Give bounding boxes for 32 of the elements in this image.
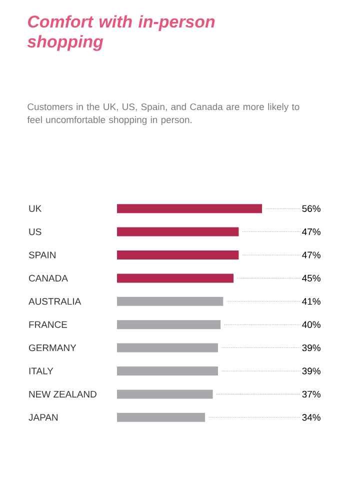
y-tick-label: CANADA [29, 274, 68, 282]
y-tick-label: US [29, 228, 42, 236]
data-label: 45% [302, 274, 320, 282]
data-label: 34% [302, 414, 320, 421]
bar [117, 227, 239, 236]
bar [117, 320, 221, 330]
data-label: 56% [302, 205, 320, 212]
y-tick-label: GERMANY [28, 344, 76, 352]
y-tick-label: SPAIN [28, 252, 56, 258]
y-tick-label: FRANCE [29, 321, 68, 328]
bar [117, 412, 206, 422]
bar [117, 296, 224, 306]
data-label: 39% [302, 368, 320, 374]
bar [117, 250, 239, 260]
bar [117, 204, 262, 214]
data-label: 39% [302, 344, 320, 352]
bar [117, 390, 213, 399]
y-tick-label: JAPAN [28, 414, 58, 421]
chart-subtitle: Customers in the UK, US, Spain, and Canada are more likely to feel uncomfortable shopping in person. [27, 103, 300, 125]
data-label: 47% [302, 252, 320, 258]
y-tick-label: NEW ZEALAND [29, 390, 96, 398]
bar [117, 343, 218, 352]
y-tick-label: AUSTRALIA [28, 298, 82, 305]
bar [117, 274, 234, 283]
y-tick-label: UK [29, 205, 42, 212]
chart-title: Comfort with in-person shopping [27, 15, 215, 51]
data-label: 40% [302, 321, 320, 328]
data-label: 41% [302, 298, 320, 305]
y-tick-label: ITALY [29, 368, 54, 374]
data-label: 37% [302, 390, 320, 398]
bar [117, 366, 218, 376]
data-label: 47% [302, 228, 320, 236]
